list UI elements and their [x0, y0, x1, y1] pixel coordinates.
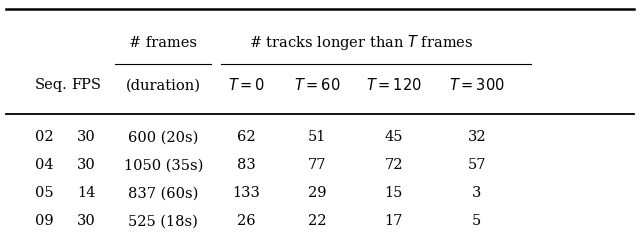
Text: 02: 02 [35, 130, 54, 145]
Text: 30: 30 [77, 214, 96, 228]
Text: 29: 29 [308, 186, 326, 201]
Text: 17: 17 [385, 214, 403, 228]
Text: Seq.: Seq. [35, 78, 68, 92]
Text: 51: 51 [308, 130, 326, 145]
Text: 32: 32 [467, 130, 486, 145]
Text: 133: 133 [232, 186, 260, 201]
Text: FPS: FPS [72, 78, 101, 92]
Text: 62: 62 [237, 130, 256, 145]
Text: 04: 04 [35, 158, 54, 173]
Text: 22: 22 [308, 214, 326, 228]
Text: 837 (60s): 837 (60s) [128, 186, 198, 201]
Text: # frames: # frames [129, 36, 197, 50]
Text: # tracks longer than $T$ frames: # tracks longer than $T$ frames [250, 33, 474, 52]
Text: 14: 14 [77, 186, 95, 201]
Text: 57: 57 [468, 158, 486, 173]
Text: 600 (20s): 600 (20s) [128, 130, 198, 145]
Text: 15: 15 [385, 186, 403, 201]
Text: 83: 83 [237, 158, 256, 173]
Text: (duration): (duration) [125, 78, 201, 92]
Text: 09: 09 [35, 214, 54, 228]
Text: 45: 45 [385, 130, 403, 145]
Text: 72: 72 [385, 158, 403, 173]
Text: $T=60$: $T=60$ [294, 77, 340, 93]
Text: 30: 30 [77, 158, 96, 173]
Text: 05: 05 [35, 186, 54, 201]
Text: 1050 (35s): 1050 (35s) [124, 158, 203, 173]
Text: $T=300$: $T=300$ [449, 77, 505, 93]
Text: 3: 3 [472, 186, 481, 201]
Text: 5: 5 [472, 214, 481, 228]
Text: 30: 30 [77, 130, 96, 145]
Text: 525 (18s): 525 (18s) [128, 214, 198, 228]
Text: $T=0$: $T=0$ [228, 77, 265, 93]
Text: 77: 77 [308, 158, 326, 173]
Text: $T=120$: $T=120$ [365, 77, 422, 93]
Text: 26: 26 [237, 214, 256, 228]
